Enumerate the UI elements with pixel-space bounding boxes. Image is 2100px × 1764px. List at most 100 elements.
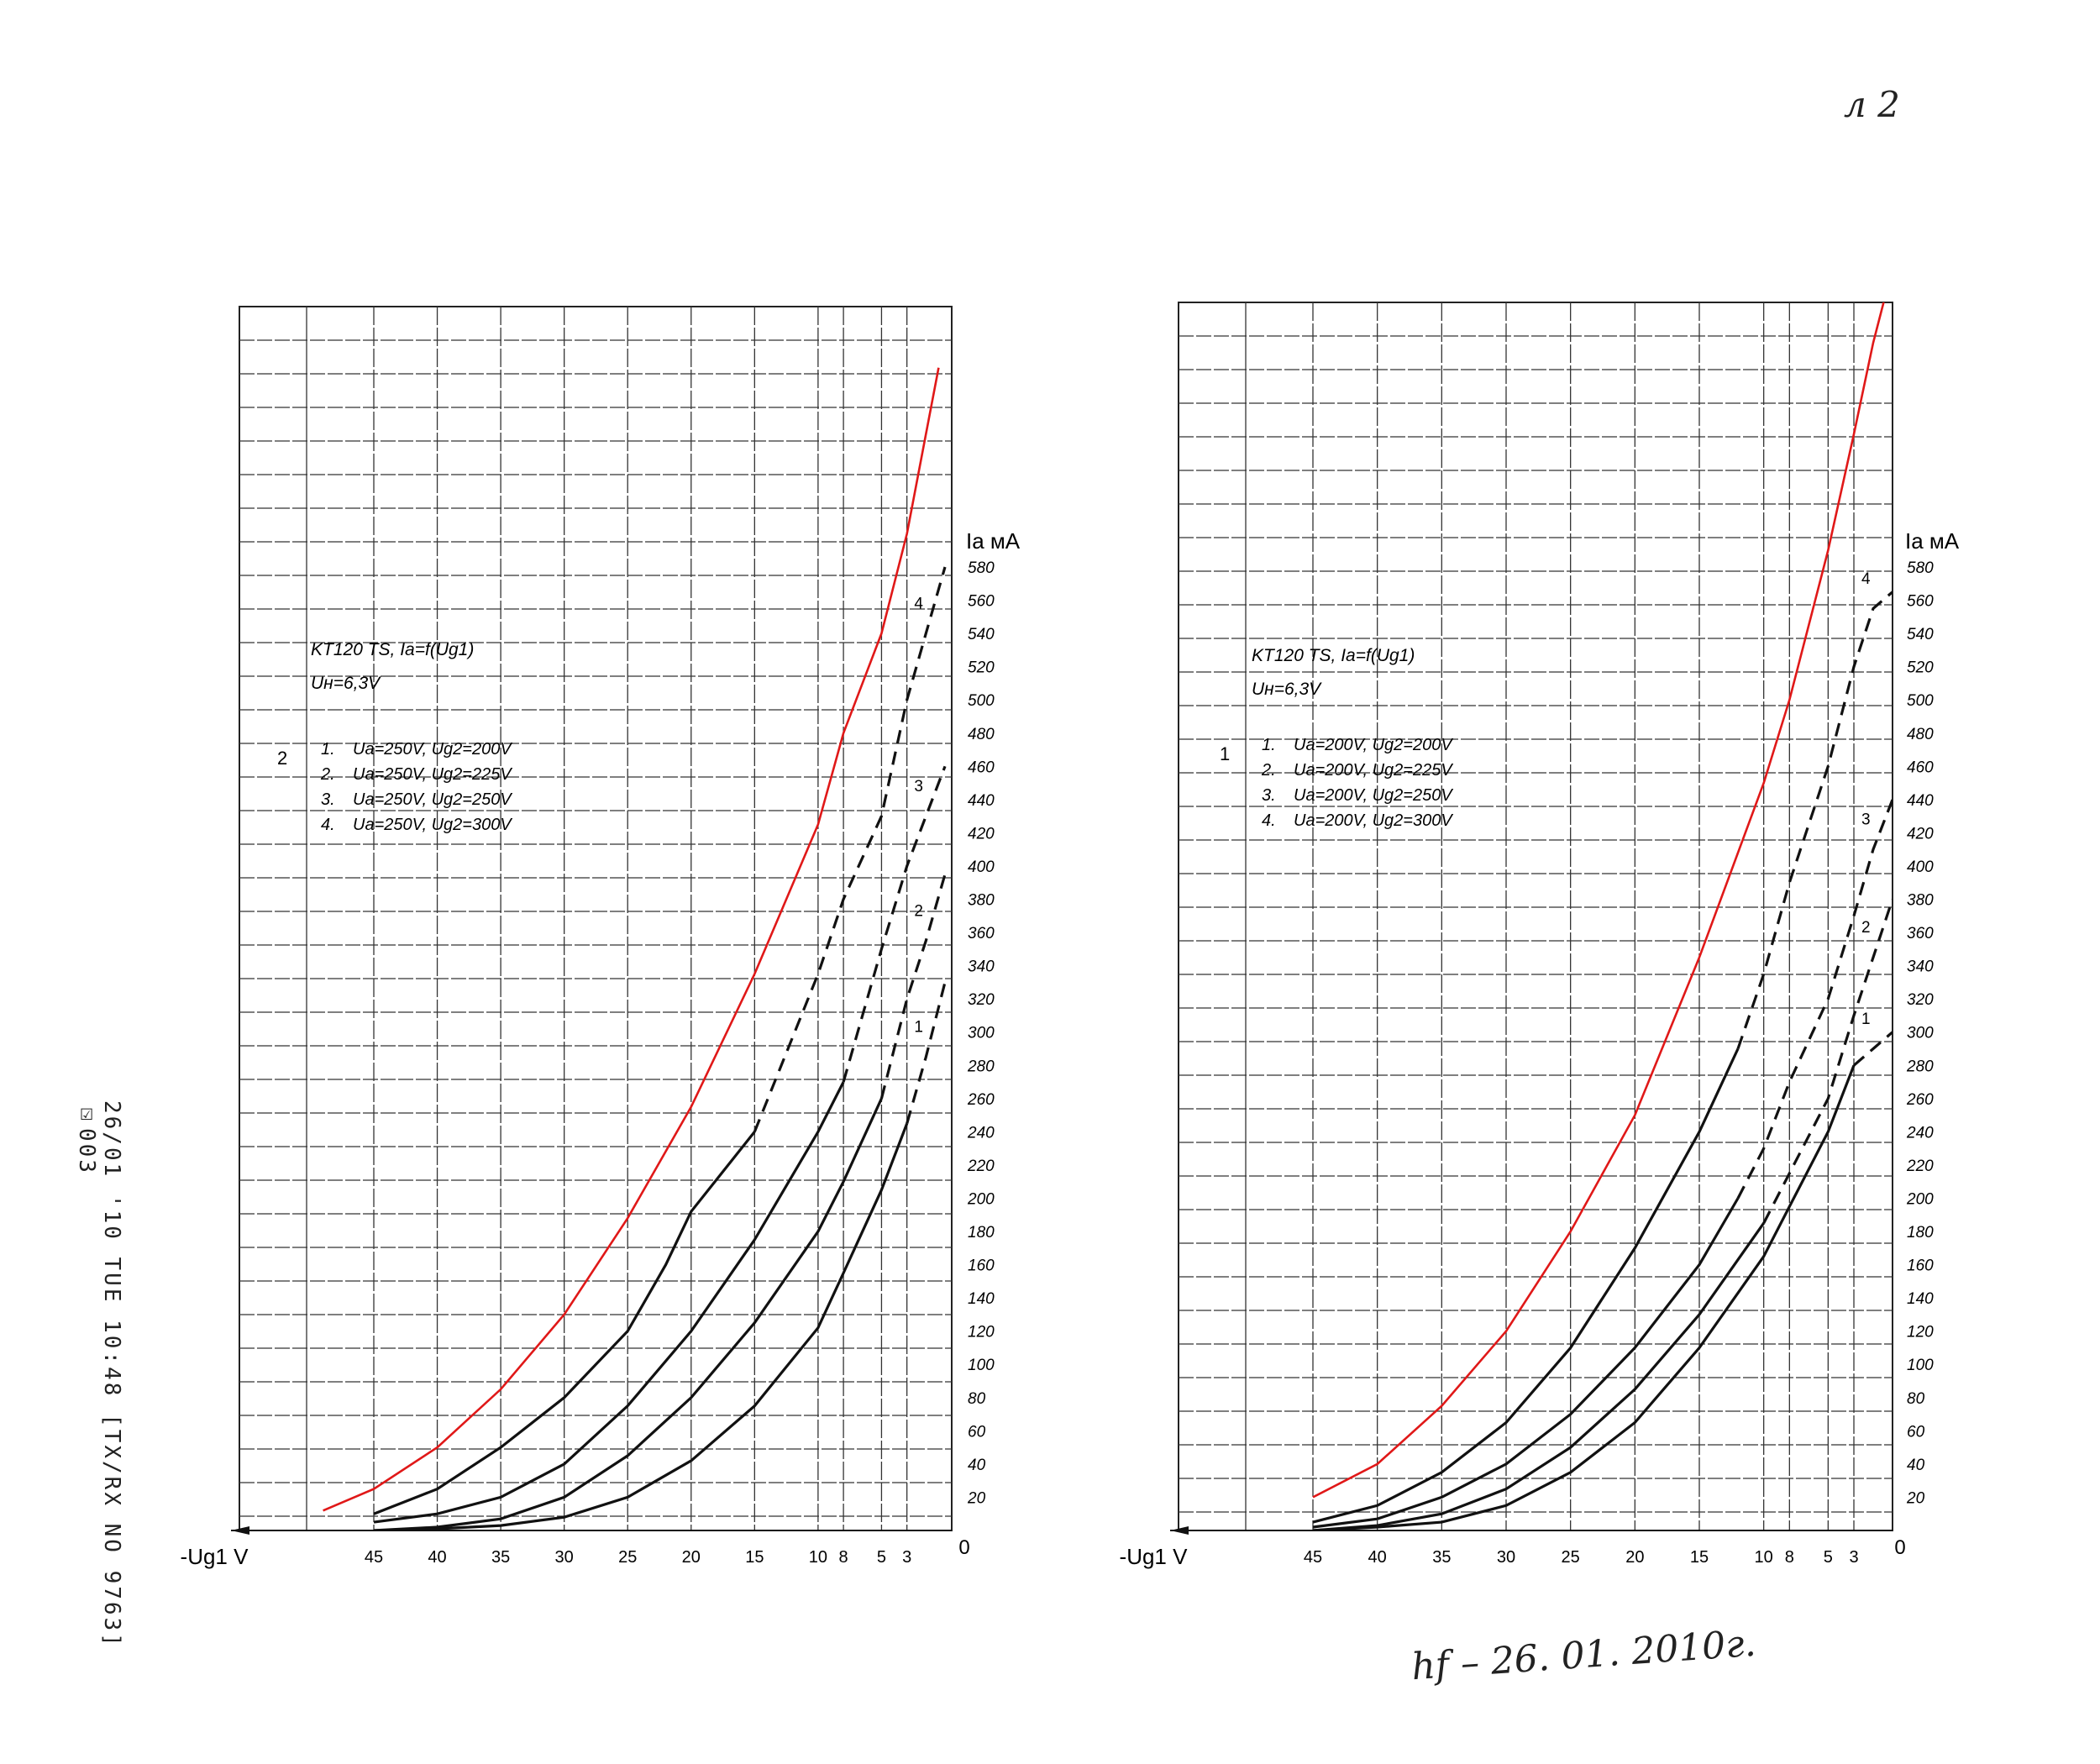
grid	[239, 306, 953, 1531]
y-axis-label: Ia мA	[966, 528, 1021, 554]
legend-entry: Ua=200V, Ug2=200V	[1294, 736, 1453, 754]
series-line-solid	[1312, 1197, 1740, 1529]
legend-entry: Ua=200V, Ug2=250V	[1294, 786, 1453, 805]
series-label: 3	[1861, 811, 1871, 829]
x-tick-label: 25	[618, 1548, 637, 1567]
legend-number: 3.	[321, 790, 335, 809]
series-red	[323, 367, 940, 1512]
grid-frame	[1178, 302, 1893, 1531]
x-tick-label: 35	[1432, 1548, 1451, 1567]
y-tick-label: 300	[1907, 1025, 1934, 1042]
y-tick-label: 540	[968, 626, 995, 643]
series-line-dashed	[1736, 799, 1893, 1200]
chart-title: KT120 TS, Ia=f(Ug1)	[1252, 646, 1415, 665]
x-tick-label: 3	[902, 1548, 911, 1567]
y-tick-label: 240	[967, 1124, 995, 1142]
x-axis-arrow	[1170, 1526, 1189, 1535]
legend-number: 4.	[1262, 811, 1276, 830]
series-4	[1312, 591, 1893, 1524]
series-red	[1312, 302, 1885, 1499]
series-line-dashed	[1736, 591, 1893, 1050]
y-tick-label: 120	[968, 1324, 995, 1341]
fax-header: 26/01 '10 TUE 10:48 [TX/RX NO 9763] ☑003	[74, 1100, 124, 1649]
x-tick-label: 10	[1755, 1548, 1773, 1567]
y-tick-label: 260	[967, 1091, 995, 1109]
y-tick-label: 220	[967, 1158, 995, 1175]
y-tick-label: 40	[968, 1457, 986, 1474]
y-tick-label: 200	[1906, 1190, 1934, 1208]
series-line-dashed	[1852, 1031, 1893, 1067]
y-tick-label: 260	[1906, 1091, 1934, 1109]
grid	[1178, 302, 1893, 1531]
x-tick-label: 5	[1824, 1548, 1833, 1567]
y-tick-label: 440	[968, 792, 995, 810]
series-line-dashed	[1762, 898, 1893, 1224]
y-tick-label: 540	[1907, 626, 1934, 643]
series-line-solid	[373, 1098, 883, 1530]
legend-number: 1.	[1262, 736, 1276, 754]
y-tick-label: 520	[968, 659, 995, 677]
y-tick-label: 60	[1907, 1423, 1925, 1441]
x-zero-label: 0	[1894, 1536, 1905, 1559]
y-tick-label: 400	[1907, 858, 1934, 876]
series-1	[373, 982, 947, 1530]
x-axis-arrow	[231, 1526, 249, 1535]
legend-number: 2.	[1261, 761, 1276, 780]
page-number: л 2	[1844, 84, 1900, 125]
series-line-dashed	[879, 874, 947, 1100]
y-tick-label: 360	[968, 925, 995, 942]
chart-title: KT120 TS, Ia=f(Ug1)	[311, 640, 474, 659]
x-tick-label: 15	[745, 1548, 764, 1567]
x-axis-label: -Ug1 V	[181, 1544, 249, 1569]
y-tick-label: 340	[968, 958, 995, 976]
y-tick-label: 20	[967, 1489, 986, 1507]
x-axis-label: -Ug1 V	[1120, 1544, 1189, 1569]
series-line-solid	[1312, 1222, 1766, 1530]
x-tick-label: 45	[365, 1548, 383, 1567]
x-tick-label: 20	[1625, 1548, 1644, 1567]
legend-number: 1.	[321, 740, 335, 759]
chart-subtitle: Uн=6,3V	[311, 674, 381, 693]
y-tick-label: 420	[1907, 825, 1934, 843]
y-tick-label: 520	[1907, 659, 1934, 677]
y-tick-label: 180	[1907, 1224, 1934, 1242]
x-tick-label: 10	[809, 1548, 827, 1567]
series-line-solid	[1312, 1064, 1856, 1530]
series-line-solid	[1312, 1047, 1740, 1524]
series-line-solid	[373, 1131, 756, 1515]
series-2	[1312, 898, 1893, 1530]
y-tick-label: 380	[968, 892, 995, 910]
x-tick-label: 35	[491, 1548, 510, 1567]
series-line-solid	[373, 1081, 845, 1524]
y-tick-label: 100	[968, 1357, 995, 1374]
y-tick-label: 560	[968, 593, 995, 611]
series-line-dashed	[842, 765, 947, 1083]
legend-number: 3.	[1262, 786, 1276, 805]
x-tick-label: 25	[1562, 1548, 1580, 1567]
x-tick-label: 20	[682, 1548, 701, 1567]
y-tick-label: 120	[1907, 1324, 1934, 1341]
legend-entry: Ua=200V, Ug2=300V	[1294, 811, 1453, 830]
x-tick-label: 15	[1690, 1548, 1709, 1567]
y-tick-label: 280	[1906, 1058, 1934, 1075]
y-tick-label: 480	[1907, 726, 1934, 743]
series-label: 4	[1861, 570, 1871, 588]
y-tick-label: 320	[968, 991, 995, 1009]
y-tick-label: 580	[1907, 559, 1934, 577]
y-axis-label: Ia мA	[1905, 528, 1960, 554]
y-tick-label: 220	[1906, 1158, 1934, 1175]
y-tick-label: 180	[968, 1224, 995, 1242]
legend-entry: Ua=250V, Ug2=300V	[353, 816, 512, 834]
x-zero-label: 0	[958, 1536, 969, 1559]
y-tick-label: 500	[1907, 692, 1934, 710]
y-tick-label: 500	[968, 692, 995, 710]
series-label: 2	[1861, 919, 1871, 937]
series-3	[373, 765, 947, 1524]
series-line-solid	[323, 367, 940, 1512]
x-tick-label: 40	[428, 1548, 446, 1567]
y-tick-label: 160	[1907, 1257, 1934, 1275]
y-tick-label: 460	[1907, 759, 1934, 776]
legend-entry: Ua=250V, Ug2=225V	[353, 765, 512, 784]
